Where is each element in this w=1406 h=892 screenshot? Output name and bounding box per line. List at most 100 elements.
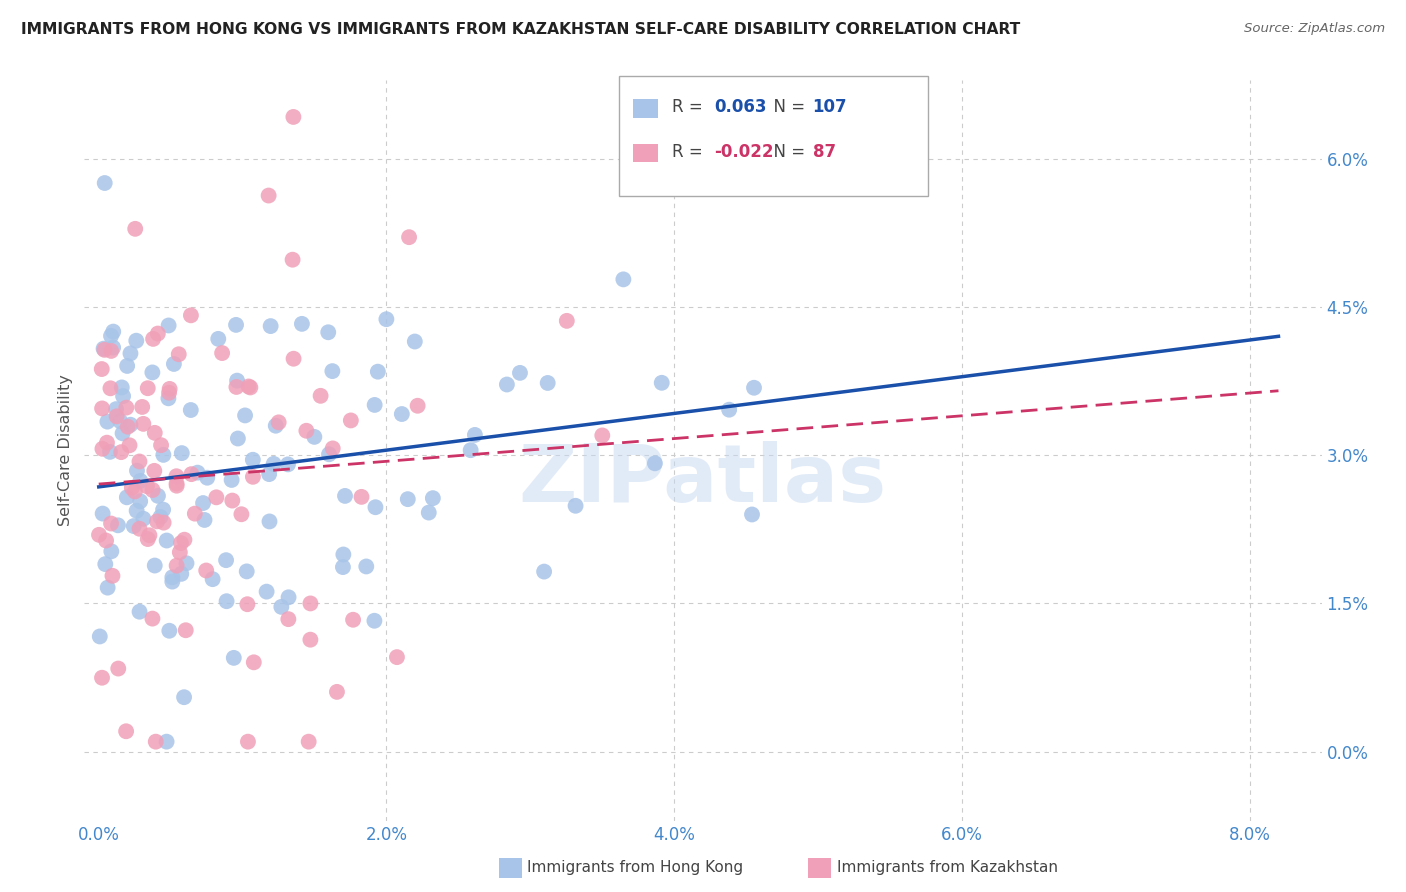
Point: [309, 389, 332, 403]
Point: [174, 624, 197, 638]
Text: N =: N =: [763, 143, 811, 161]
Text: Immigrants from Hong Kong: Immigrants from Hong Kong: [527, 860, 744, 874]
Point: [115, 724, 138, 739]
Point: [125, 504, 148, 518]
Point: [422, 491, 444, 505]
Text: ZIPatlas: ZIPatlas: [519, 441, 887, 519]
Point: [98, 445, 121, 459]
Point: [201, 572, 224, 586]
Point: [375, 312, 398, 326]
Point: [108, 414, 131, 428]
Point: [156, 533, 179, 548]
Point: [152, 516, 174, 530]
Point: [152, 448, 174, 462]
Point: [103, 325, 125, 339]
Point: [131, 400, 153, 414]
Point: [100, 329, 122, 343]
Point: [741, 508, 763, 522]
Point: [91, 507, 114, 521]
Point: [105, 402, 128, 417]
Point: [91, 671, 114, 685]
Text: IMMIGRANTS FROM HONG KONG VS IMMIGRANTS FROM KAZAKHSTAN SELF-CARE DISABILITY COR: IMMIGRANTS FROM HONG KONG VS IMMIGRANTS …: [21, 22, 1021, 37]
Point: [333, 489, 356, 503]
Point: [115, 491, 138, 505]
Point: [150, 438, 173, 452]
Point: [205, 491, 228, 505]
Point: [225, 380, 247, 394]
Point: [170, 446, 193, 460]
Point: [121, 481, 143, 495]
Point: [157, 318, 180, 333]
Point: [509, 366, 531, 380]
Point: [236, 734, 259, 748]
Point: [356, 559, 378, 574]
Point: [221, 493, 243, 508]
Point: [404, 334, 426, 349]
Point: [277, 458, 299, 472]
Point: [291, 317, 314, 331]
Point: [283, 110, 305, 124]
Point: [167, 347, 190, 361]
Point: [100, 516, 122, 531]
Point: [166, 479, 188, 493]
Point: [169, 545, 191, 559]
Point: [111, 426, 134, 441]
Point: [180, 403, 202, 417]
Point: [215, 553, 238, 567]
Point: [398, 230, 420, 244]
Point: [259, 515, 281, 529]
Point: [242, 470, 264, 484]
Point: [460, 443, 482, 458]
Point: [125, 464, 148, 478]
Point: [166, 469, 188, 483]
Point: [564, 499, 586, 513]
Point: [152, 502, 174, 516]
Point: [100, 343, 122, 358]
Point: [257, 188, 280, 202]
Point: [533, 565, 555, 579]
Point: [651, 376, 673, 390]
Point: [118, 438, 141, 452]
Point: [418, 506, 440, 520]
Point: [316, 325, 339, 339]
Point: [332, 560, 354, 574]
Point: [107, 661, 129, 675]
Point: [464, 428, 486, 442]
Point: [233, 409, 256, 423]
Point: [555, 314, 578, 328]
Point: [94, 533, 117, 548]
Point: [238, 379, 260, 393]
Point: [221, 473, 243, 487]
Text: -0.022: -0.022: [714, 143, 773, 161]
Point: [100, 381, 122, 395]
Point: [364, 500, 387, 515]
Point: [321, 364, 343, 378]
Point: [149, 510, 172, 524]
Point: [93, 342, 115, 356]
Point: [191, 496, 214, 510]
Point: [242, 452, 264, 467]
Point: [129, 494, 152, 508]
Point: [166, 476, 188, 491]
Point: [180, 467, 202, 482]
Point: [111, 380, 134, 394]
Point: [124, 222, 146, 236]
Text: 87: 87: [813, 143, 835, 161]
Point: [101, 341, 124, 355]
Point: [322, 442, 344, 456]
Point: [143, 464, 166, 478]
Point: [211, 346, 233, 360]
Point: [110, 445, 132, 459]
Point: [298, 734, 321, 748]
Point: [162, 574, 184, 589]
Point: [537, 376, 560, 390]
Point: [142, 332, 165, 346]
Point: [718, 402, 741, 417]
Point: [120, 417, 142, 432]
Text: Source: ZipAtlas.com: Source: ZipAtlas.com: [1244, 22, 1385, 36]
Point: [225, 318, 247, 332]
Point: [89, 630, 111, 644]
Point: [143, 425, 166, 440]
Point: [231, 508, 253, 522]
Point: [363, 398, 385, 412]
